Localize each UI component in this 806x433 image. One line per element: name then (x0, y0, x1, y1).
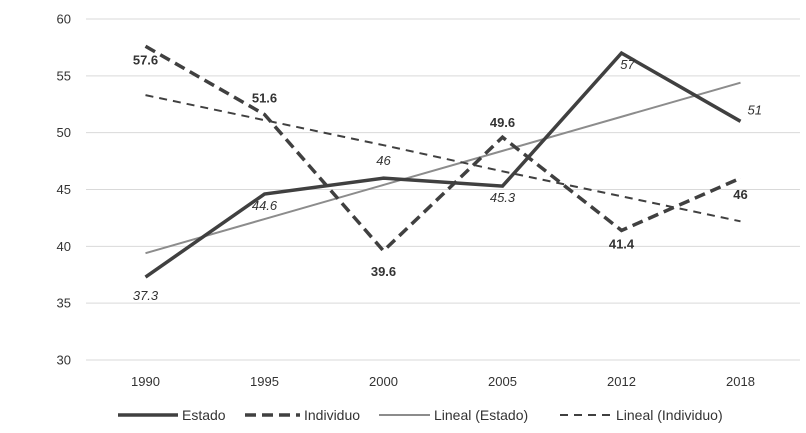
series-line-estado (144, 50, 742, 279)
data-label-individuo: 46 (733, 187, 747, 202)
y-tick-label: 40 (57, 239, 71, 254)
legend-label: Estado (182, 407, 226, 423)
series-line-lineal-individuo (145, 94, 741, 223)
x-tick-label: 2012 (607, 374, 636, 389)
x-tick-label: 1990 (131, 374, 160, 389)
legend: Estado Individuo Lineal (Estado) Lineal (In… (118, 407, 723, 423)
data-labels: 37.3 44.6 46 45.3 57 51 57.6 51.6 39.6 49.6 41.4 46 (133, 52, 762, 303)
y-tick-label: 45 (57, 182, 71, 197)
data-label-estado: 51 (748, 102, 762, 117)
x-tick-label: 2018 (726, 374, 755, 389)
data-label-individuo: 57.6 (133, 52, 158, 67)
x-tick-label: 2000 (369, 374, 398, 389)
y-tick-label: 35 (57, 296, 71, 311)
y-tick-label: 60 (57, 12, 71, 27)
x-tick-label: 1995 (250, 374, 279, 389)
data-label-individuo: 49.6 (490, 115, 515, 130)
series-line-lineal-estado (145, 81, 741, 255)
data-label-individuo: 41.4 (609, 236, 635, 251)
x-axis: 1990 1995 2000 2005 2012 2018 (131, 374, 755, 389)
data-label-estado: 37.3 (133, 288, 159, 303)
x-tick-label: 2005 (488, 374, 517, 389)
legend-label: Lineal (Individuo) (616, 407, 723, 423)
legend-label: Individuo (304, 407, 360, 423)
data-label-estado: 44.6 (252, 198, 278, 213)
data-label-estado: 45.3 (490, 190, 516, 205)
y-axis: 30 35 40 45 50 55 60 (57, 12, 71, 368)
y-tick-label: 30 (57, 353, 71, 368)
data-label-individuo: 39.6 (371, 264, 396, 279)
series-lines (144, 44, 742, 279)
data-label-individuo: 51.6 (252, 90, 277, 105)
series-line-individuo (144, 44, 742, 254)
legend-label: Lineal (Estado) (434, 407, 528, 423)
data-label-estado: 57 (620, 57, 635, 72)
y-tick-label: 55 (57, 68, 71, 83)
y-tick-label: 50 (57, 125, 71, 140)
grid (86, 18, 800, 361)
data-label-estado: 46 (376, 153, 391, 168)
